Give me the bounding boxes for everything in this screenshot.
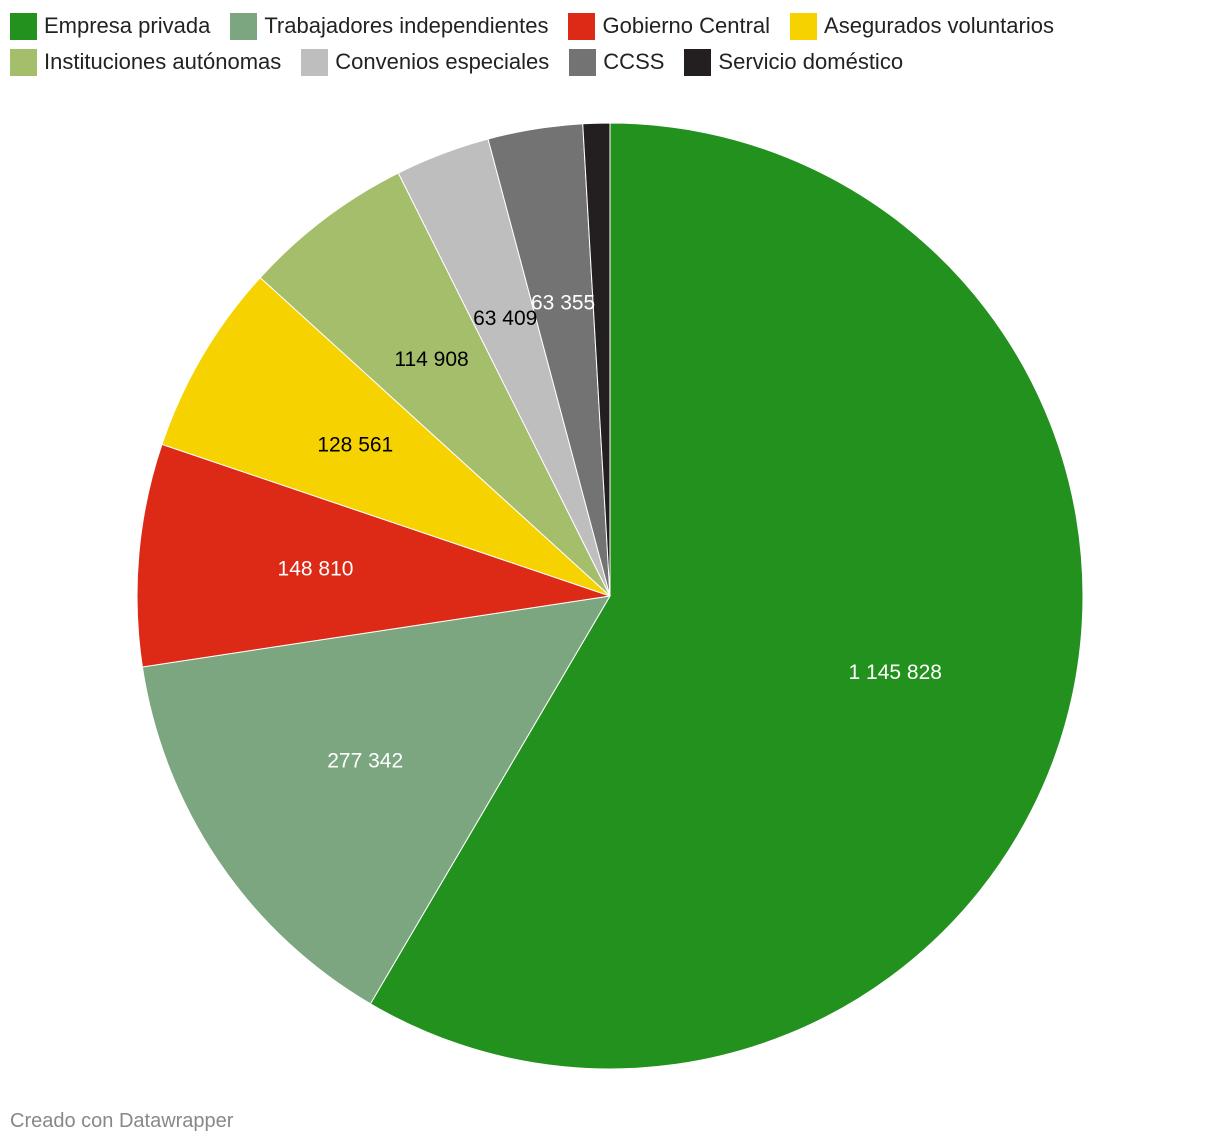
data-label: 114 908	[394, 348, 468, 371]
legend-item: Servicio doméstico	[684, 48, 903, 76]
legend-label: Trabajadores independientes	[264, 13, 549, 38]
legend-item: Empresa privada	[10, 12, 210, 40]
legend-swatch	[790, 12, 818, 40]
legend-swatch	[10, 48, 37, 76]
pie-slice	[136, 443, 611, 668]
legend-label: Convenios especiales	[335, 49, 550, 74]
pie-slice	[161, 276, 611, 597]
legend-item: Instituciones autónomas	[10, 48, 281, 76]
legend-swatch	[569, 48, 597, 76]
legend: Empresa privada Trabajadores independient…	[10, 12, 1160, 76]
legend-swatch	[10, 12, 37, 40]
legend-swatch	[230, 12, 258, 40]
legend-item: Trabajadores independientes	[230, 12, 548, 40]
legend-item: Asegurados voluntarios	[790, 12, 1054, 40]
legend-item: CCSS	[569, 48, 664, 76]
data-label: 148 810	[278, 558, 354, 581]
legend-label: Servicio doméstico	[718, 49, 904, 74]
credit: Creado con Datawrapper	[10, 1110, 234, 1132]
data-label: 277 342	[327, 749, 403, 772]
data-label: 1 145 828	[849, 661, 942, 684]
pie-slice	[582, 122, 611, 597]
legend-label: Gobierno Central	[602, 13, 771, 38]
legend-swatch	[568, 12, 596, 40]
legend-label: Instituciones autónomas	[44, 49, 282, 74]
legend-label: Empresa privada	[44, 13, 211, 38]
data-label: 63 409	[473, 307, 537, 330]
data-label: 63 355	[531, 292, 595, 315]
legend-label: CCSS	[603, 49, 665, 74]
pie-slice	[369, 122, 1084, 1070]
legend-item: Convenios especiales	[301, 48, 549, 76]
legend-swatch	[684, 48, 712, 76]
legend-swatch	[301, 48, 329, 76]
data-label: 128 561	[317, 433, 393, 456]
pie-slice	[141, 595, 611, 1005]
legend-label: Asegurados voluntarios	[824, 13, 1054, 38]
pie-slice	[259, 172, 611, 597]
legend-item: Gobierno Central	[568, 12, 770, 40]
